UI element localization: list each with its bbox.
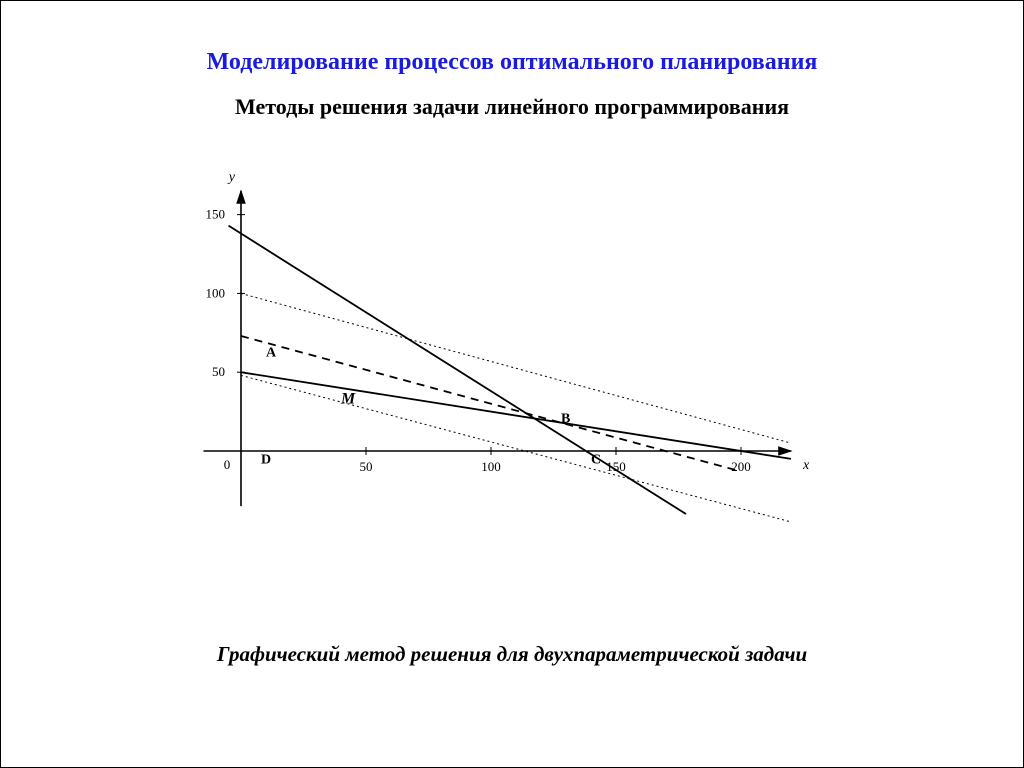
- page-subtitle: Методы решения задачи линейного программ…: [1, 76, 1023, 120]
- svg-text:100: 100: [206, 285, 226, 300]
- svg-text:50: 50: [360, 459, 373, 474]
- svg-text:150: 150: [206, 207, 226, 222]
- svg-text:D: D: [261, 453, 271, 468]
- svg-text:A: A: [266, 345, 277, 360]
- svg-text:50: 50: [212, 364, 225, 379]
- linear-programming-chart: 50100150200501001500xyABCDM: [171, 161, 851, 541]
- page-title: Моделирование процессов оптимального пла…: [1, 1, 1023, 76]
- svg-text:200: 200: [731, 459, 751, 474]
- svg-text:100: 100: [481, 459, 501, 474]
- svg-text:C: C: [591, 453, 601, 468]
- svg-text:M: M: [340, 391, 356, 408]
- svg-text:0: 0: [224, 457, 231, 472]
- svg-text:x: x: [802, 458, 810, 473]
- svg-text:y: y: [227, 170, 236, 185]
- chart-caption: Графический метод решения для двухпараме…: [1, 642, 1023, 667]
- chart-container: 50100150200501001500xyABCDM: [171, 161, 851, 541]
- svg-text:B: B: [561, 412, 570, 427]
